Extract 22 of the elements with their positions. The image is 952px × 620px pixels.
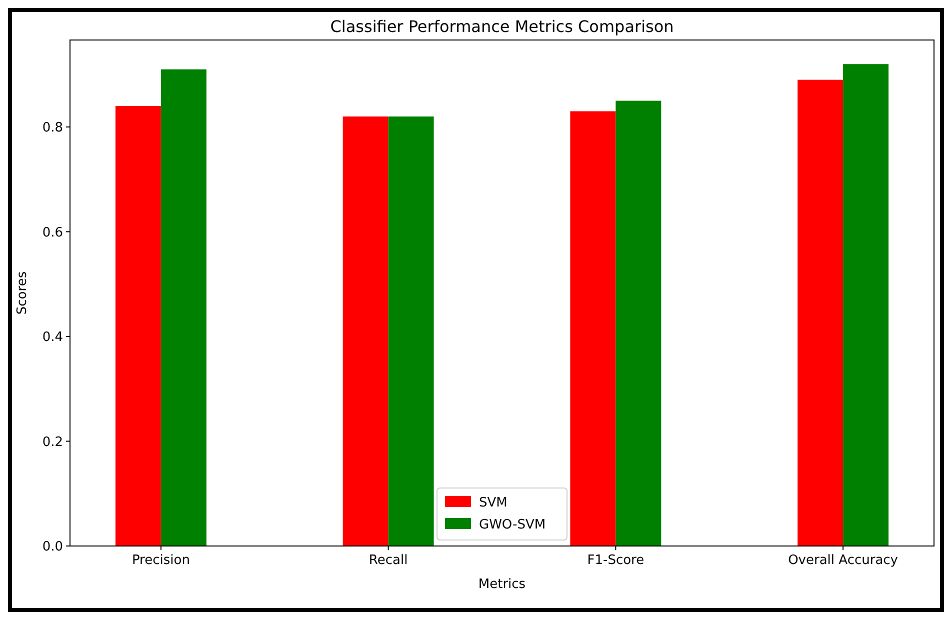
y-axis-title: Scores [15, 271, 30, 315]
bar [115, 106, 161, 546]
x-tick-label: Overall Accuracy [788, 553, 898, 568]
bar [798, 80, 844, 546]
bar [616, 100, 662, 546]
x-axis-title: Metrics [478, 577, 526, 592]
y-tick-label: 0.0 [42, 540, 63, 555]
y-tick-label: 0.4 [42, 330, 63, 346]
y-tick-label: 0.2 [42, 434, 63, 450]
legend-label: SVM [479, 496, 508, 511]
x-tick-label: Recall [368, 553, 408, 568]
bar [570, 111, 616, 546]
chart-title: Classifier Performance Metrics Comparison [330, 17, 674, 36]
bar [342, 116, 388, 546]
x-tick-label: Precision [132, 553, 190, 568]
bar [843, 64, 889, 546]
y-tick-label: 0.8 [42, 120, 63, 136]
x-tick-label: F1-Score [587, 553, 644, 568]
legend-label: GWO-SVM [479, 518, 546, 533]
bar [160, 69, 206, 546]
y-tick-label: 0.6 [42, 225, 63, 240]
bar [388, 116, 434, 546]
